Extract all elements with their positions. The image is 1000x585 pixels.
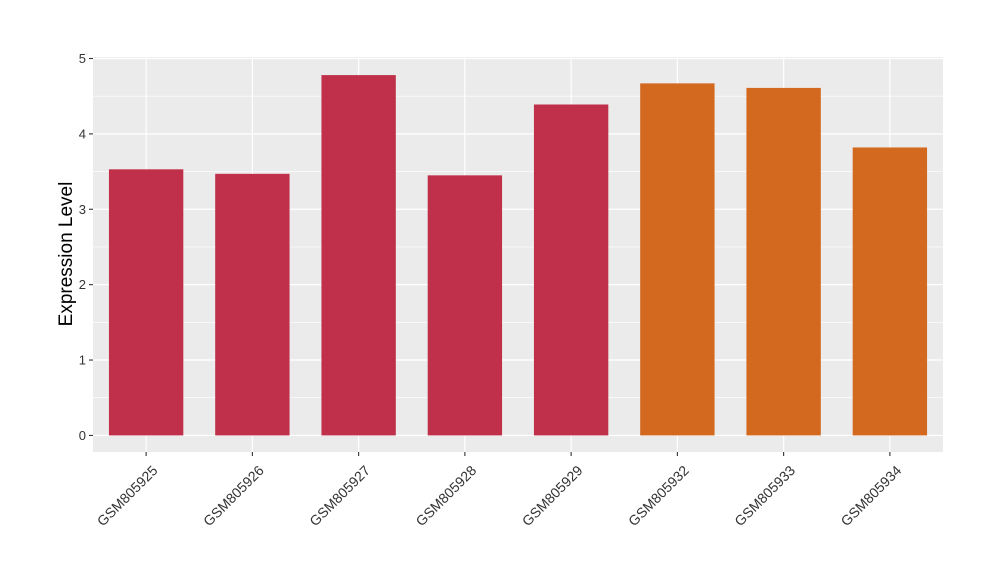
y-tick-label: 3 (79, 202, 86, 217)
bar-GSM805925 (108, 169, 184, 436)
x-tick-label-GSM805925: GSM805925 (94, 462, 161, 529)
bars-group (108, 75, 928, 436)
bar-GSM805926 (215, 173, 290, 436)
y-axis-title: Expression Level (56, 182, 77, 327)
y-tick-label: 2 (79, 277, 86, 292)
y-tick-label: 1 (79, 353, 86, 368)
bar-GSM805928 (427, 175, 503, 436)
y-axis: 0 1 2 3 4 5 (79, 51, 93, 443)
x-tick-label-GSM805927: GSM805927 (306, 462, 373, 529)
y-tick-label: 0 (79, 428, 86, 443)
x-tick-label-GSM805932: GSM805932 (625, 462, 692, 529)
x-tick-label-GSM805933: GSM805933 (731, 462, 798, 529)
bar-GSM805933 (746, 87, 821, 436)
bar-GSM805934 (852, 147, 928, 436)
x-tick-label-GSM805934: GSM805934 (837, 462, 904, 529)
bar-GSM805927 (321, 75, 396, 436)
bar-GSM805929 (533, 104, 609, 436)
x-tick-label-GSM805929: GSM805929 (519, 462, 586, 529)
y-tick-label: 5 (79, 51, 86, 66)
x-axis: GSM805925 GSM805926 GSM805927 GSM805928 GSM8… (94, 452, 905, 529)
x-tick-label-GSM805926: GSM805926 (200, 462, 267, 529)
y-tick-label: 4 (79, 126, 86, 141)
x-tick-label-GSM805928: GSM805928 (412, 462, 479, 529)
bar-GSM805932 (640, 83, 715, 436)
